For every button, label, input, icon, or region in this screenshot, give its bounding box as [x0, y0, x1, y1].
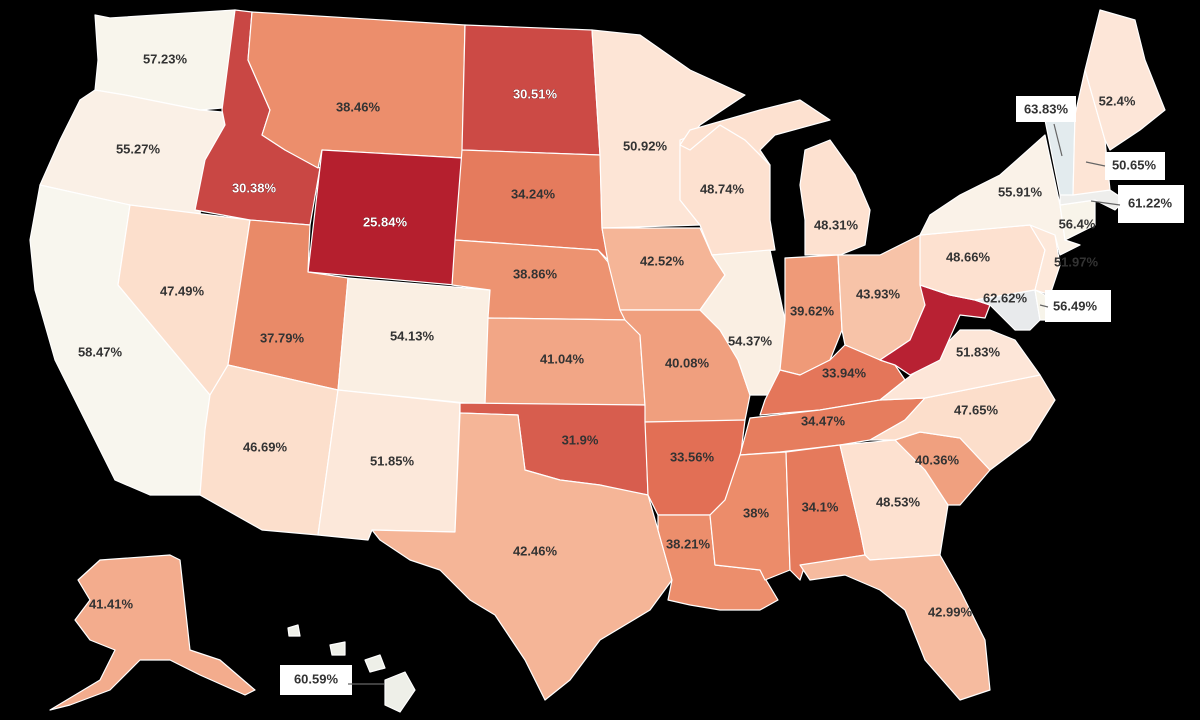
label-delaware: 56.49% [1053, 298, 1098, 313]
label-massachusetts: 61.22% [1128, 195, 1173, 210]
label-california: 58.47% [78, 344, 123, 359]
label-wyoming: 25.84% [363, 214, 408, 229]
label-new-hampshire: 50.65% [1112, 157, 1157, 172]
label-georgia: 48.53% [876, 494, 921, 509]
label-minnesota: 50.92% [623, 138, 668, 153]
label-nebraska: 38.86% [513, 266, 558, 281]
label-michigan: 48.31% [814, 217, 859, 232]
label-utah: 37.79% [260, 330, 305, 345]
callout-new-hampshire: 50.65% [1085, 152, 1165, 180]
label-alaska: 41.41% [89, 596, 134, 611]
label-texas: 42.46% [513, 543, 558, 558]
label-illinois: 54.37% [728, 333, 773, 348]
state-new-york[interactable] [919, 134, 1081, 256]
label-alabama: 34.1% [802, 499, 839, 514]
label-new-york: 55.91% [998, 184, 1043, 199]
label-nevada: 47.49% [160, 283, 205, 298]
label-washington: 57.23% [143, 51, 188, 66]
state-hawaii-island[interactable] [384, 671, 416, 713]
state-michigan[interactable] [679, 99, 831, 166]
label-mississippi: 38% [743, 505, 769, 520]
state-michigan-lower[interactable] [799, 139, 871, 256]
label-north-carolina: 47.65% [954, 402, 999, 417]
callout-delaware: 56.49% [1039, 290, 1111, 322]
label-ohio: 43.93% [856, 286, 901, 301]
label-iowa: 42.52% [640, 253, 685, 268]
label-north-dakota: 30.51% [513, 86, 558, 101]
label-colorado: 54.13% [390, 328, 435, 343]
label-tennessee: 34.47% [801, 413, 846, 428]
state-montana[interactable] [247, 11, 466, 169]
state-illinois[interactable] [699, 249, 786, 396]
label-maryland: 62.62% [983, 290, 1028, 305]
callout-hawaii: 60.59% [280, 665, 384, 695]
label-south-dakota: 34.24% [511, 186, 556, 201]
label-idaho: 30.38% [232, 180, 277, 195]
label-maine: 52.4% [1099, 93, 1136, 108]
state-hawaii-maui[interactable] [364, 654, 386, 673]
callout-vermont: 63.83% [1016, 96, 1076, 157]
label-virginia: 51.83% [956, 344, 1001, 359]
label-hawaii: 60.59% [294, 671, 339, 686]
state-hawaii-kauai[interactable] [287, 624, 301, 637]
label-south-carolina: 40.36% [915, 452, 960, 467]
label-vermont: 63.83% [1024, 101, 1069, 116]
state-alaska[interactable] [49, 554, 256, 711]
state-texas[interactable] [371, 412, 673, 701]
label-missouri: 40.08% [665, 355, 710, 370]
state-florida[interactable] [799, 554, 991, 701]
state-maine[interactable] [1084, 9, 1166, 151]
label-kentucky: 33.94% [822, 365, 867, 380]
label-new-jersey: 51.97% [1054, 254, 1099, 269]
label-oklahoma: 31.9% [562, 432, 599, 447]
label-wisconsin: 48.74% [700, 181, 745, 196]
label-louisiana: 38.21% [666, 536, 711, 551]
label-pennsylvania: 48.66% [946, 249, 991, 264]
callout-massachusetts: 61.22% [1090, 185, 1184, 223]
label-oregon: 55.27% [116, 141, 161, 156]
label-arizona: 46.69% [243, 439, 288, 454]
label-florida: 42.99% [928, 604, 973, 619]
label-indiana: 39.62% [790, 303, 835, 318]
label-new-mexico: 51.85% [370, 453, 415, 468]
label-montana: 38.46% [336, 99, 381, 114]
label-connecticut: 56.4% [1059, 216, 1096, 231]
label-kansas: 41.04% [540, 351, 585, 366]
state-hawaii-oahu[interactable] [329, 641, 346, 656]
label-arkansas: 33.56% [670, 449, 715, 464]
state-virginia[interactable] [879, 329, 1041, 401]
